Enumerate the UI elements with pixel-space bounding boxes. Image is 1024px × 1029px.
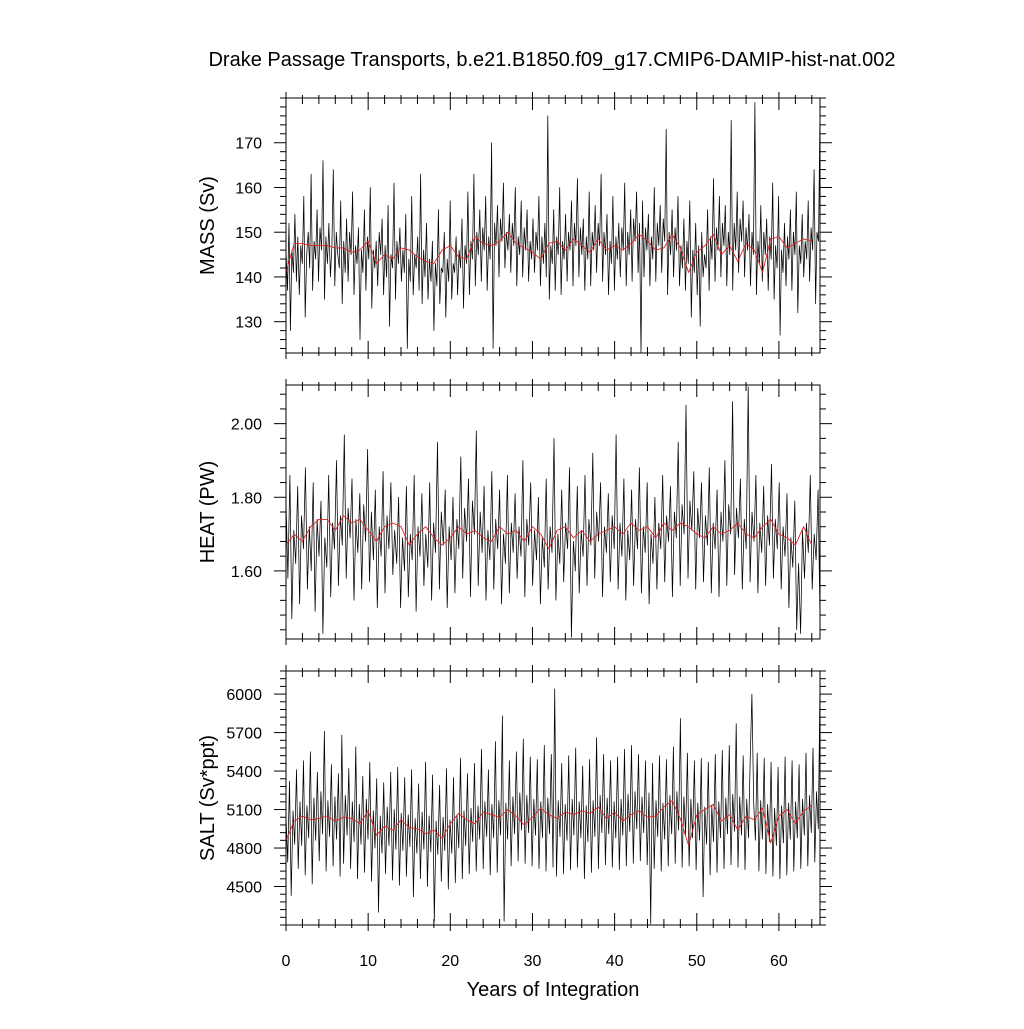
salt-y-tick-label: 5100 xyxy=(226,803,262,820)
x-tick-label: 20 xyxy=(441,953,459,970)
salt-panel: 4500 4800 5100 5400 5700 6000 SALT (Sv*ppt) 0 10… xyxy=(197,665,832,970)
salt-y-tick-label: 4500 xyxy=(226,880,262,897)
x-axis-title: Years of Integration xyxy=(467,979,640,1001)
mass-y-tick-label: 140 xyxy=(235,270,262,287)
mass-panel: 130 140 150 160 170 MASS (Sv) xyxy=(197,92,832,359)
salt-frame xyxy=(285,670,821,926)
mass-y-tick-label: 130 xyxy=(235,315,262,332)
heat-monthly-line xyxy=(285,386,821,638)
x-tick-label: 40 xyxy=(606,953,624,970)
x-tick-label: 50 xyxy=(688,953,706,970)
heat-y-tick-label: 1.80 xyxy=(231,490,262,507)
mass-frame xyxy=(285,97,821,354)
heat-y-tick-label: 1.60 xyxy=(231,564,262,581)
salt-y-tick-label: 5700 xyxy=(226,726,262,743)
heat-y-tick-label: 2.00 xyxy=(231,417,262,434)
x-tick-label: 30 xyxy=(524,953,542,970)
mass-y-tick-label: 150 xyxy=(235,225,262,242)
salt-y-tick-label: 4800 xyxy=(226,841,262,858)
panels-group: 130 140 150 160 170 MASS (Sv) 1.60 1.80 2.00 HEAT… xyxy=(197,92,832,970)
mass-y-axis-title: MASS (Sv) xyxy=(197,176,219,275)
salt-y-tick-label: 5400 xyxy=(226,764,262,781)
heat-annual-line xyxy=(285,515,813,550)
salt-y-axis-title: SALT (Sv*ppt) xyxy=(197,735,219,861)
salt-monthly-line xyxy=(285,681,821,925)
heat-y-axis-title: HEAT (PW) xyxy=(197,461,219,564)
salt-annual-line xyxy=(285,800,813,846)
x-tick-label: 10 xyxy=(359,953,377,970)
x-tick-label: 60 xyxy=(770,953,788,970)
heat-panel: 1.60 1.80 2.00 HEAT (PW) xyxy=(197,379,832,645)
salt-y-tick-label: 6000 xyxy=(226,687,262,704)
x-tick-label: 0 xyxy=(282,953,291,970)
mass-monthly-line xyxy=(285,102,821,354)
mass-annual-line xyxy=(285,231,812,273)
mass-y-tick-label: 160 xyxy=(235,180,262,197)
mass-y-tick-label: 170 xyxy=(235,136,262,153)
chart-title: Drake Passage Transports, b.e21.B1850.f0… xyxy=(208,49,895,71)
